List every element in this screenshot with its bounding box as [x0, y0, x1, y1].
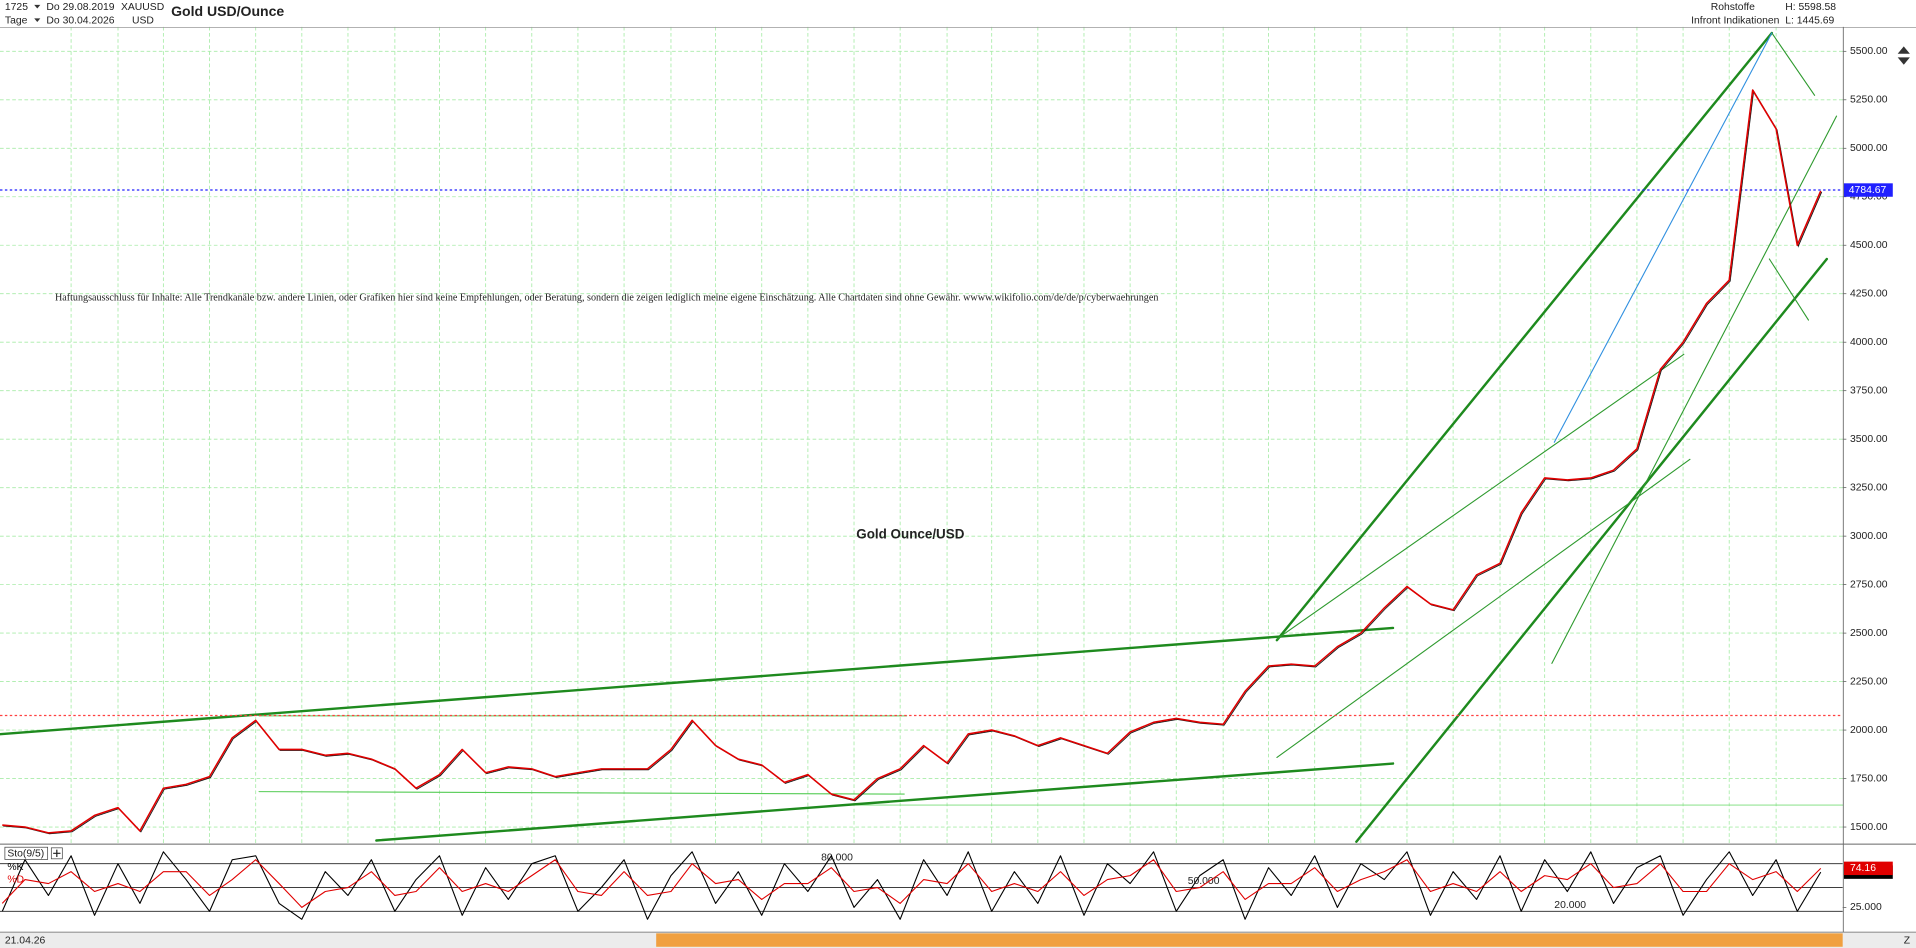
group: Rohstoffe	[1711, 2, 1755, 13]
trend-line	[375, 762, 1395, 842]
bars-count[interactable]: 1725	[5, 2, 28, 13]
from-date[interactable]: Do 29.08.2019	[46, 2, 114, 13]
price-box	[1843, 183, 1893, 197]
y-tick-label: 2250.00	[1850, 676, 1888, 687]
price-line	[2, 89, 1822, 834]
legend-entry: %D	[7, 874, 24, 885]
dropdown-arrow[interactable]	[34, 18, 41, 22]
y-tick-label: 5000.00	[1850, 143, 1888, 154]
trend-lines	[0, 31, 1844, 843]
y-tick-label: 3250.00	[1850, 482, 1888, 493]
low: L: 1445.69	[1785, 16, 1834, 27]
high: H: 5598.58	[1785, 2, 1836, 13]
indicator-title[interactable]: Sto(9/5)	[7, 849, 44, 860]
y-tick-label: 1750.00	[1850, 773, 1888, 784]
trend-line	[1768, 258, 1810, 321]
chart-title: Gold USD/Ounce	[171, 3, 284, 19]
trend-line	[258, 791, 905, 795]
trend-line	[1276, 458, 1691, 758]
y-tick-label: 3500.00	[1850, 434, 1888, 445]
y-tick-label: 2500.00	[1850, 628, 1888, 639]
price-box-label: 4784.67	[1849, 185, 1887, 196]
scroll-arrows[interactable]	[1897, 46, 1910, 65]
y-tick-label: 3000.00	[1850, 531, 1888, 542]
y-tick-label: 4750.00	[1850, 191, 1888, 202]
y-tick-label: 5500.00	[1850, 46, 1888, 57]
chart-annotation: Gold Ounce/USD	[856, 527, 964, 542]
trend-line	[1553, 32, 1773, 443]
last-value-box	[1843, 861, 1893, 876]
y-tick-label: 25.000	[1850, 902, 1882, 913]
trend-line	[0, 626, 1395, 736]
series-line	[1, 851, 1822, 920]
y-tick-label: 2750.00	[1850, 579, 1888, 590]
y-tick-label: 3750.00	[1850, 385, 1888, 396]
add-icon[interactable]	[53, 849, 61, 857]
disclaimer: Haftungsausschluss für Inhalte: Alle Tre…	[55, 292, 1159, 303]
cursor-date: 21.04.26	[5, 935, 46, 946]
axis-menu[interactable]: Z	[1904, 935, 1911, 946]
level-label: 20.000	[1554, 900, 1586, 911]
interval[interactable]: Tage	[5, 16, 28, 27]
indicator-box[interactable]	[4, 846, 49, 860]
level-label: 50.000	[1188, 876, 1220, 887]
y-tick-label: 1500.00	[1850, 822, 1888, 833]
series-line	[1, 859, 1822, 908]
trend-line	[1355, 257, 1829, 843]
symbol: XAUUSD	[121, 2, 164, 13]
legend-entry: %K	[7, 862, 23, 873]
y-tick-label: 5250.00	[1850, 95, 1888, 106]
y-tick-label: 4250.00	[1850, 288, 1888, 299]
trend-line	[1276, 353, 1685, 640]
trend-line	[1551, 115, 1838, 664]
y-tick-label: 4000.00	[1850, 337, 1888, 348]
x-axis-highlight	[656, 933, 1843, 947]
to-date[interactable]: Do 30.04.2026	[46, 16, 114, 27]
legend: %K%D	[7, 862, 24, 885]
dropdown-arrow[interactable]	[34, 4, 41, 9]
y-tick-label: 4500.00	[1850, 240, 1888, 251]
source: Infront Indikationen	[1691, 16, 1779, 27]
y-tick-label: 2000.00	[1850, 725, 1888, 736]
trend-line	[1275, 31, 1774, 642]
trend-line	[1771, 32, 1816, 96]
last-value-label: 74.16	[1850, 863, 1876, 874]
level-label: 80.000	[821, 852, 853, 863]
currency: USD	[132, 16, 154, 27]
